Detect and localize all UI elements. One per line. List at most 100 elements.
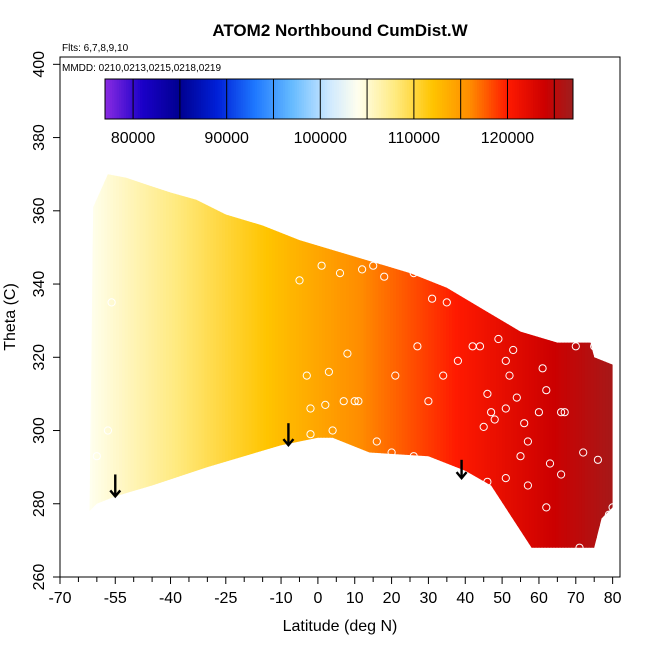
sample-point	[542, 503, 551, 512]
colorbar-cell	[399, 79, 403, 119]
field-cell	[496, 174, 500, 548]
colorbar-cell	[324, 79, 328, 119]
sample-point	[74, 433, 83, 442]
x-tick-label: 60	[530, 590, 548, 607]
flight-arrow	[455, 459, 468, 481]
colorbar-cell	[343, 79, 347, 119]
field-cell	[416, 174, 421, 548]
colorbar-cell	[406, 79, 410, 119]
colorbar-cell	[346, 79, 349, 119]
field-cell	[372, 174, 376, 548]
sample-point	[453, 356, 462, 365]
colorbar-cell	[105, 79, 108, 119]
field-cell	[519, 174, 524, 548]
field-cell	[348, 174, 353, 548]
field-cell	[269, 174, 273, 548]
colorbar-cell	[437, 79, 441, 119]
colorbar-cell	[423, 79, 427, 119]
sample-point	[402, 254, 411, 263]
field-cell	[210, 174, 214, 548]
sample-point	[501, 356, 510, 365]
colorbar-cell	[374, 79, 377, 119]
colorbar-cell	[357, 79, 361, 119]
field-cell	[593, 174, 598, 548]
field-cell	[546, 174, 550, 548]
field-cell	[431, 174, 435, 548]
field-cell	[487, 174, 491, 548]
colorbar-cell	[238, 79, 242, 119]
colorbar-cell	[561, 79, 565, 119]
colorbar-cell	[493, 79, 497, 119]
field-cell	[130, 174, 135, 548]
field-cell	[266, 174, 270, 548]
sample-point	[391, 371, 400, 380]
field-cell	[419, 174, 424, 548]
colorbar-cell	[491, 79, 494, 119]
x-tick-label: 50	[493, 590, 511, 607]
field-cell	[163, 174, 167, 548]
field-cell	[466, 174, 471, 548]
field-cell	[116, 174, 120, 548]
field-strips	[89, 174, 613, 548]
field-cell	[457, 174, 462, 548]
field-cell	[351, 174, 356, 548]
colorbar-cell	[203, 79, 207, 119]
field-cell	[145, 174, 150, 548]
colorbar-cell	[282, 79, 286, 119]
colorbar-cell	[175, 79, 179, 119]
colorbar-cell	[537, 79, 541, 119]
field-cell	[463, 174, 468, 548]
flight-arrow	[109, 474, 122, 499]
sample-point	[439, 371, 448, 380]
field-cell	[284, 174, 288, 548]
colorbar-cell	[334, 79, 338, 119]
field-cell	[113, 174, 117, 548]
colorbar-cell	[367, 79, 370, 119]
colorbar-cell	[350, 79, 354, 119]
colorbar-cell	[278, 79, 281, 119]
field-cell	[319, 174, 323, 548]
sample-point	[516, 452, 525, 461]
sample-point	[483, 389, 492, 398]
sample-point	[306, 404, 315, 413]
colorbar-cell	[549, 79, 553, 119]
colorbar-cell	[474, 79, 478, 119]
field-cell	[584, 174, 589, 548]
colorbar-cell	[570, 79, 574, 119]
field-cell	[245, 174, 250, 548]
field-cell	[133, 174, 138, 548]
sample-point	[103, 426, 113, 435]
colorbar-cell	[315, 79, 319, 119]
flight-arrow	[282, 423, 295, 448]
colorbar-cell	[126, 79, 129, 119]
field-cell	[233, 174, 238, 548]
colorbar-cell	[287, 79, 291, 119]
sample-point	[604, 510, 614, 519]
colorbar-cell	[416, 79, 420, 119]
field-cell	[216, 174, 220, 548]
colorbar-tick-label: 110000	[388, 130, 440, 147]
colorbar-cell	[519, 79, 523, 119]
x-axis-label: Latitude (deg N)	[283, 618, 398, 635]
field-cell	[396, 174, 400, 548]
field-cell	[357, 174, 362, 548]
colorbar-cell	[196, 79, 200, 119]
chart-title: ATOM2 Northbound CumDist.W	[212, 21, 468, 40]
colorbar-cell	[523, 79, 527, 119]
colorbar-cell	[264, 79, 267, 119]
colorbar-cell	[353, 79, 356, 119]
field-cell	[304, 174, 309, 548]
colorbar-cell	[444, 79, 448, 119]
colorbar-cell	[451, 79, 455, 119]
field-cell	[110, 174, 114, 548]
colorbar-cell	[210, 79, 214, 119]
colorbar-cell	[170, 79, 174, 119]
field-cell	[263, 174, 267, 548]
colorbar-cell	[266, 79, 270, 119]
colorbar-cell	[341, 79, 345, 119]
colorbar-cell	[261, 79, 265, 119]
colorbar-cell	[558, 79, 562, 119]
field-cell	[174, 174, 179, 548]
sample-point	[557, 470, 566, 479]
field-cell	[260, 174, 264, 548]
